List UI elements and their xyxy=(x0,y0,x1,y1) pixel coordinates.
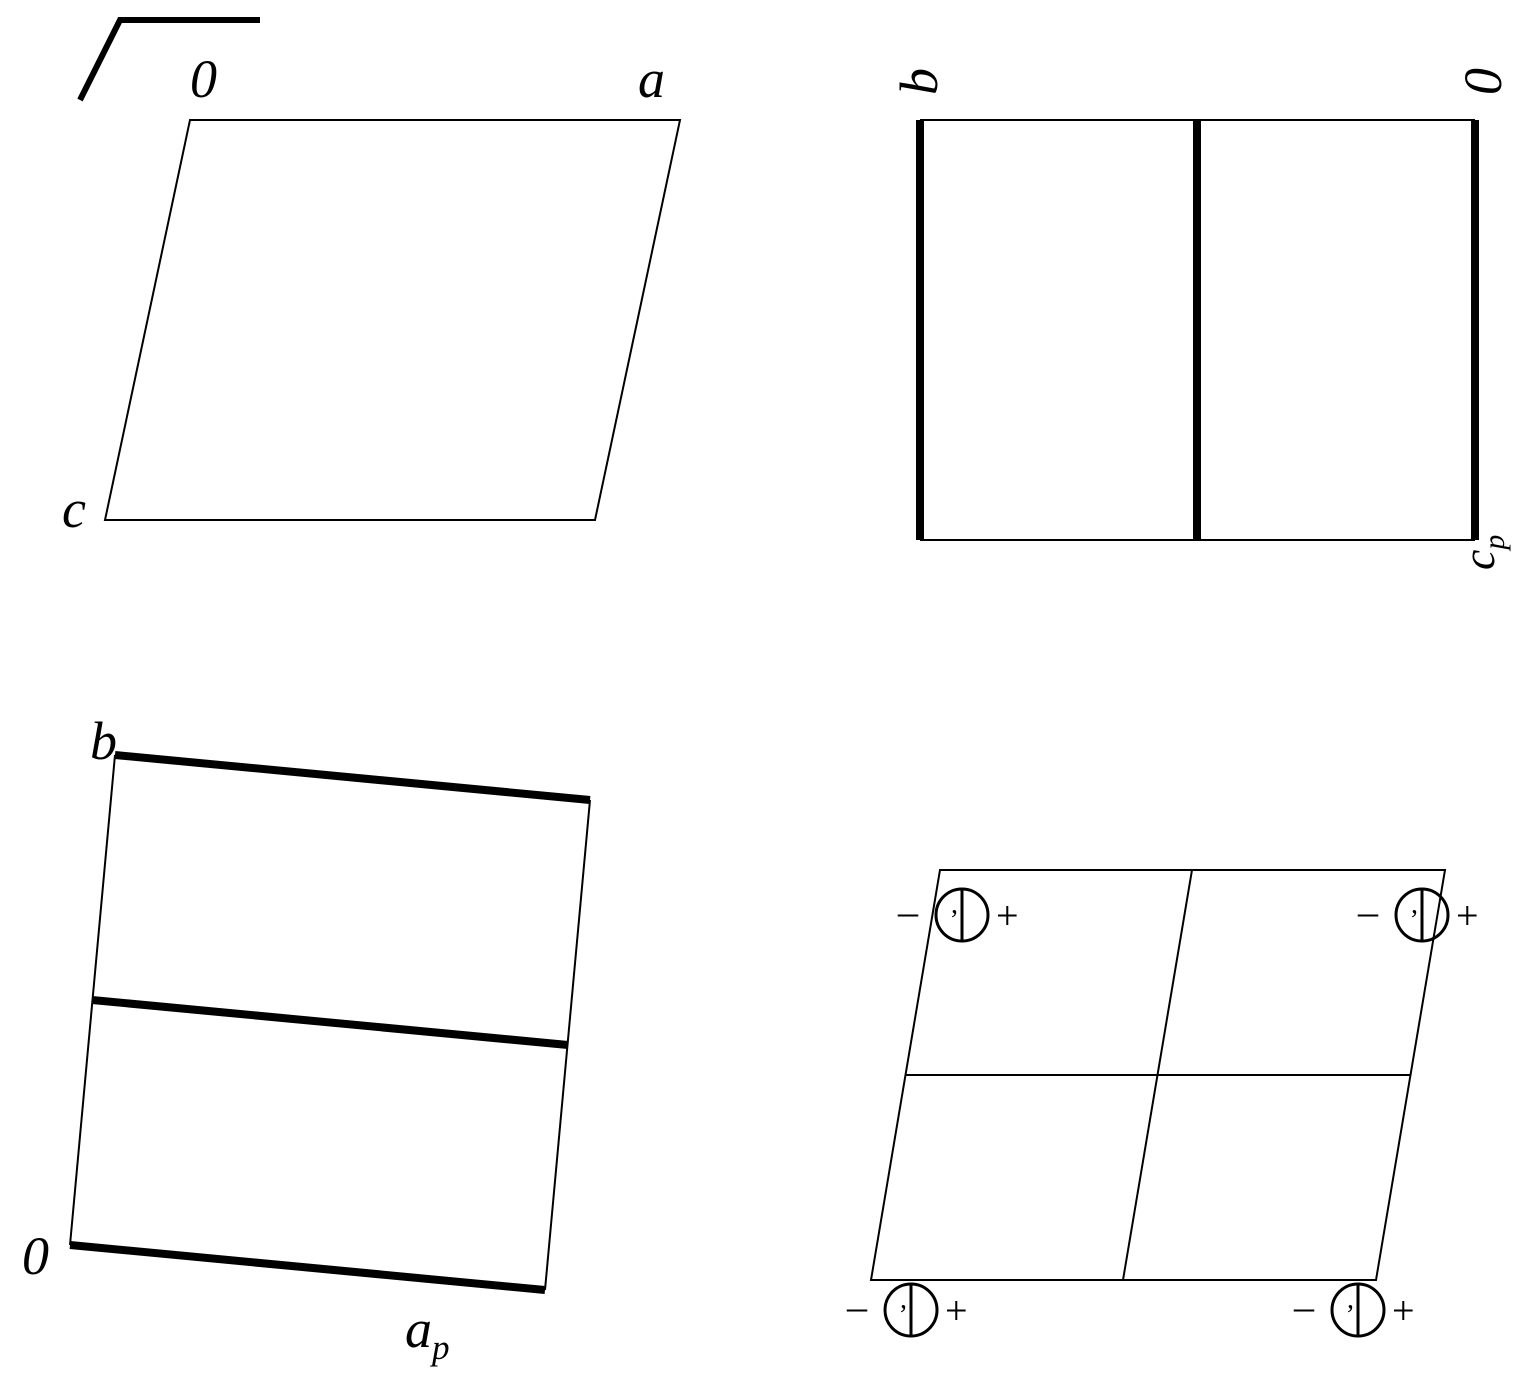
label-b-bl: b xyxy=(90,710,117,772)
label-origin-tr: 0 xyxy=(1452,68,1514,95)
mirror-symbol-icon: , xyxy=(1396,889,1448,941)
mirror-symbol-icon: , xyxy=(885,1284,937,1336)
label-origin-bl: 0 xyxy=(22,1225,49,1287)
bottom-left-panel xyxy=(70,755,590,1290)
top-right-panel xyxy=(920,120,1475,540)
plus-sign: + xyxy=(1392,1287,1415,1334)
minus-sign: – xyxy=(898,888,918,935)
label-a: a xyxy=(638,48,665,110)
plus-sign: + xyxy=(996,892,1019,939)
label-origin-tl: 0 xyxy=(190,48,217,110)
bottom-right-panel: , , , , xyxy=(871,870,1448,1336)
minus-sign: – xyxy=(847,1283,867,1330)
svg-text:,: , xyxy=(951,889,958,920)
label-b-tr: b xyxy=(888,68,950,95)
plus-sign: + xyxy=(945,1287,968,1334)
mirror-symbol-icon: , xyxy=(1332,1284,1384,1336)
label-c: c xyxy=(62,478,86,540)
mirror-symbol-icon: , xyxy=(936,889,988,941)
svg-text:,: , xyxy=(900,1284,907,1315)
label-cp: cp xyxy=(1452,535,1512,570)
label-ap: ap xyxy=(405,1298,450,1368)
top-left-parallelogram xyxy=(105,120,680,520)
svg-text:,: , xyxy=(1347,1284,1354,1315)
minus-sign: – xyxy=(1358,888,1378,935)
svg-text:,: , xyxy=(1411,889,1418,920)
corner-mark xyxy=(80,20,260,100)
minus-sign: – xyxy=(1294,1283,1314,1330)
plus-sign: + xyxy=(1456,892,1479,939)
diagram-canvas: , , , , xyxy=(0,0,1517,1384)
